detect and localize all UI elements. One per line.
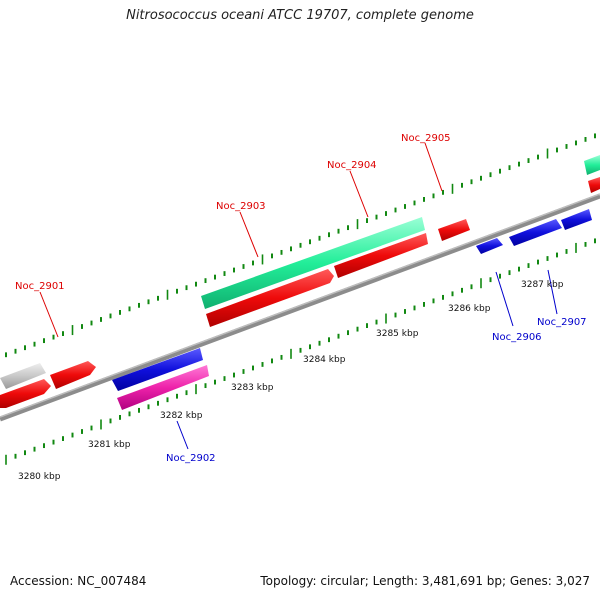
gene-label-noc-2904[interactable]: Noc_2904 xyxy=(327,160,377,171)
gene-noc-2906-b[interactable] xyxy=(509,219,562,246)
gene-red-left-1[interactable] xyxy=(0,379,51,408)
gene-noc-2905[interactable] xyxy=(438,219,470,241)
gene-noc-2901[interactable] xyxy=(50,361,96,389)
gene-noc-2904-red[interactable] xyxy=(334,233,428,278)
lower-scale-ticks xyxy=(5,238,596,465)
scale-label: 3282 kbp xyxy=(160,411,203,421)
gene-label-noc-2902[interactable]: Noc_2902 xyxy=(166,453,216,464)
scale-label: 3287 kbp xyxy=(521,280,564,290)
topology-label: Topology: circular; Length: 3,481,691 bp… xyxy=(260,574,590,588)
gene-label-connectors xyxy=(39,142,558,450)
scale-label: 3281 kbp xyxy=(88,440,131,450)
gene-gray-left[interactable] xyxy=(0,363,46,389)
gene-label-noc-2906[interactable]: Noc_2906 xyxy=(492,332,542,343)
gene-label-noc-2905[interactable]: Noc_2905 xyxy=(401,133,451,144)
scale-label: 3284 kbp xyxy=(303,355,346,365)
upper-scale-ticks xyxy=(5,133,596,358)
genome-title: Nitrosococcus oceani ATCC 19707, complet… xyxy=(126,8,474,23)
gene-noc-2903-green[interactable] xyxy=(201,217,425,309)
gene-red-right[interactable] xyxy=(588,177,600,193)
accession-label: Accession: NC_007484 xyxy=(10,574,147,588)
genome-backbone xyxy=(0,193,600,422)
gene-green-right[interactable] xyxy=(584,155,600,175)
gene-label-noc-2903[interactable]: Noc_2903 xyxy=(216,201,266,212)
gene-noc-2906-a[interactable] xyxy=(476,238,503,254)
scale-label: 3285 kbp xyxy=(376,329,419,339)
gene-label-noc-2907[interactable]: Noc_2907 xyxy=(537,317,587,328)
gene-pink[interactable] xyxy=(117,365,209,410)
gene-noc-2902-blue[interactable] xyxy=(112,348,203,391)
genome-backbone-highlight xyxy=(0,193,600,418)
gene-label-noc-2901[interactable]: Noc_2901 xyxy=(15,281,65,292)
scale-label: 3286 kbp xyxy=(448,304,491,314)
gene-noc-2903-red[interactable] xyxy=(206,269,334,327)
gene-noc-2907[interactable] xyxy=(561,209,592,230)
gene-features xyxy=(0,155,600,410)
scale-label: 3283 kbp xyxy=(231,383,274,393)
scale-label: 3280 kbp xyxy=(18,472,61,482)
